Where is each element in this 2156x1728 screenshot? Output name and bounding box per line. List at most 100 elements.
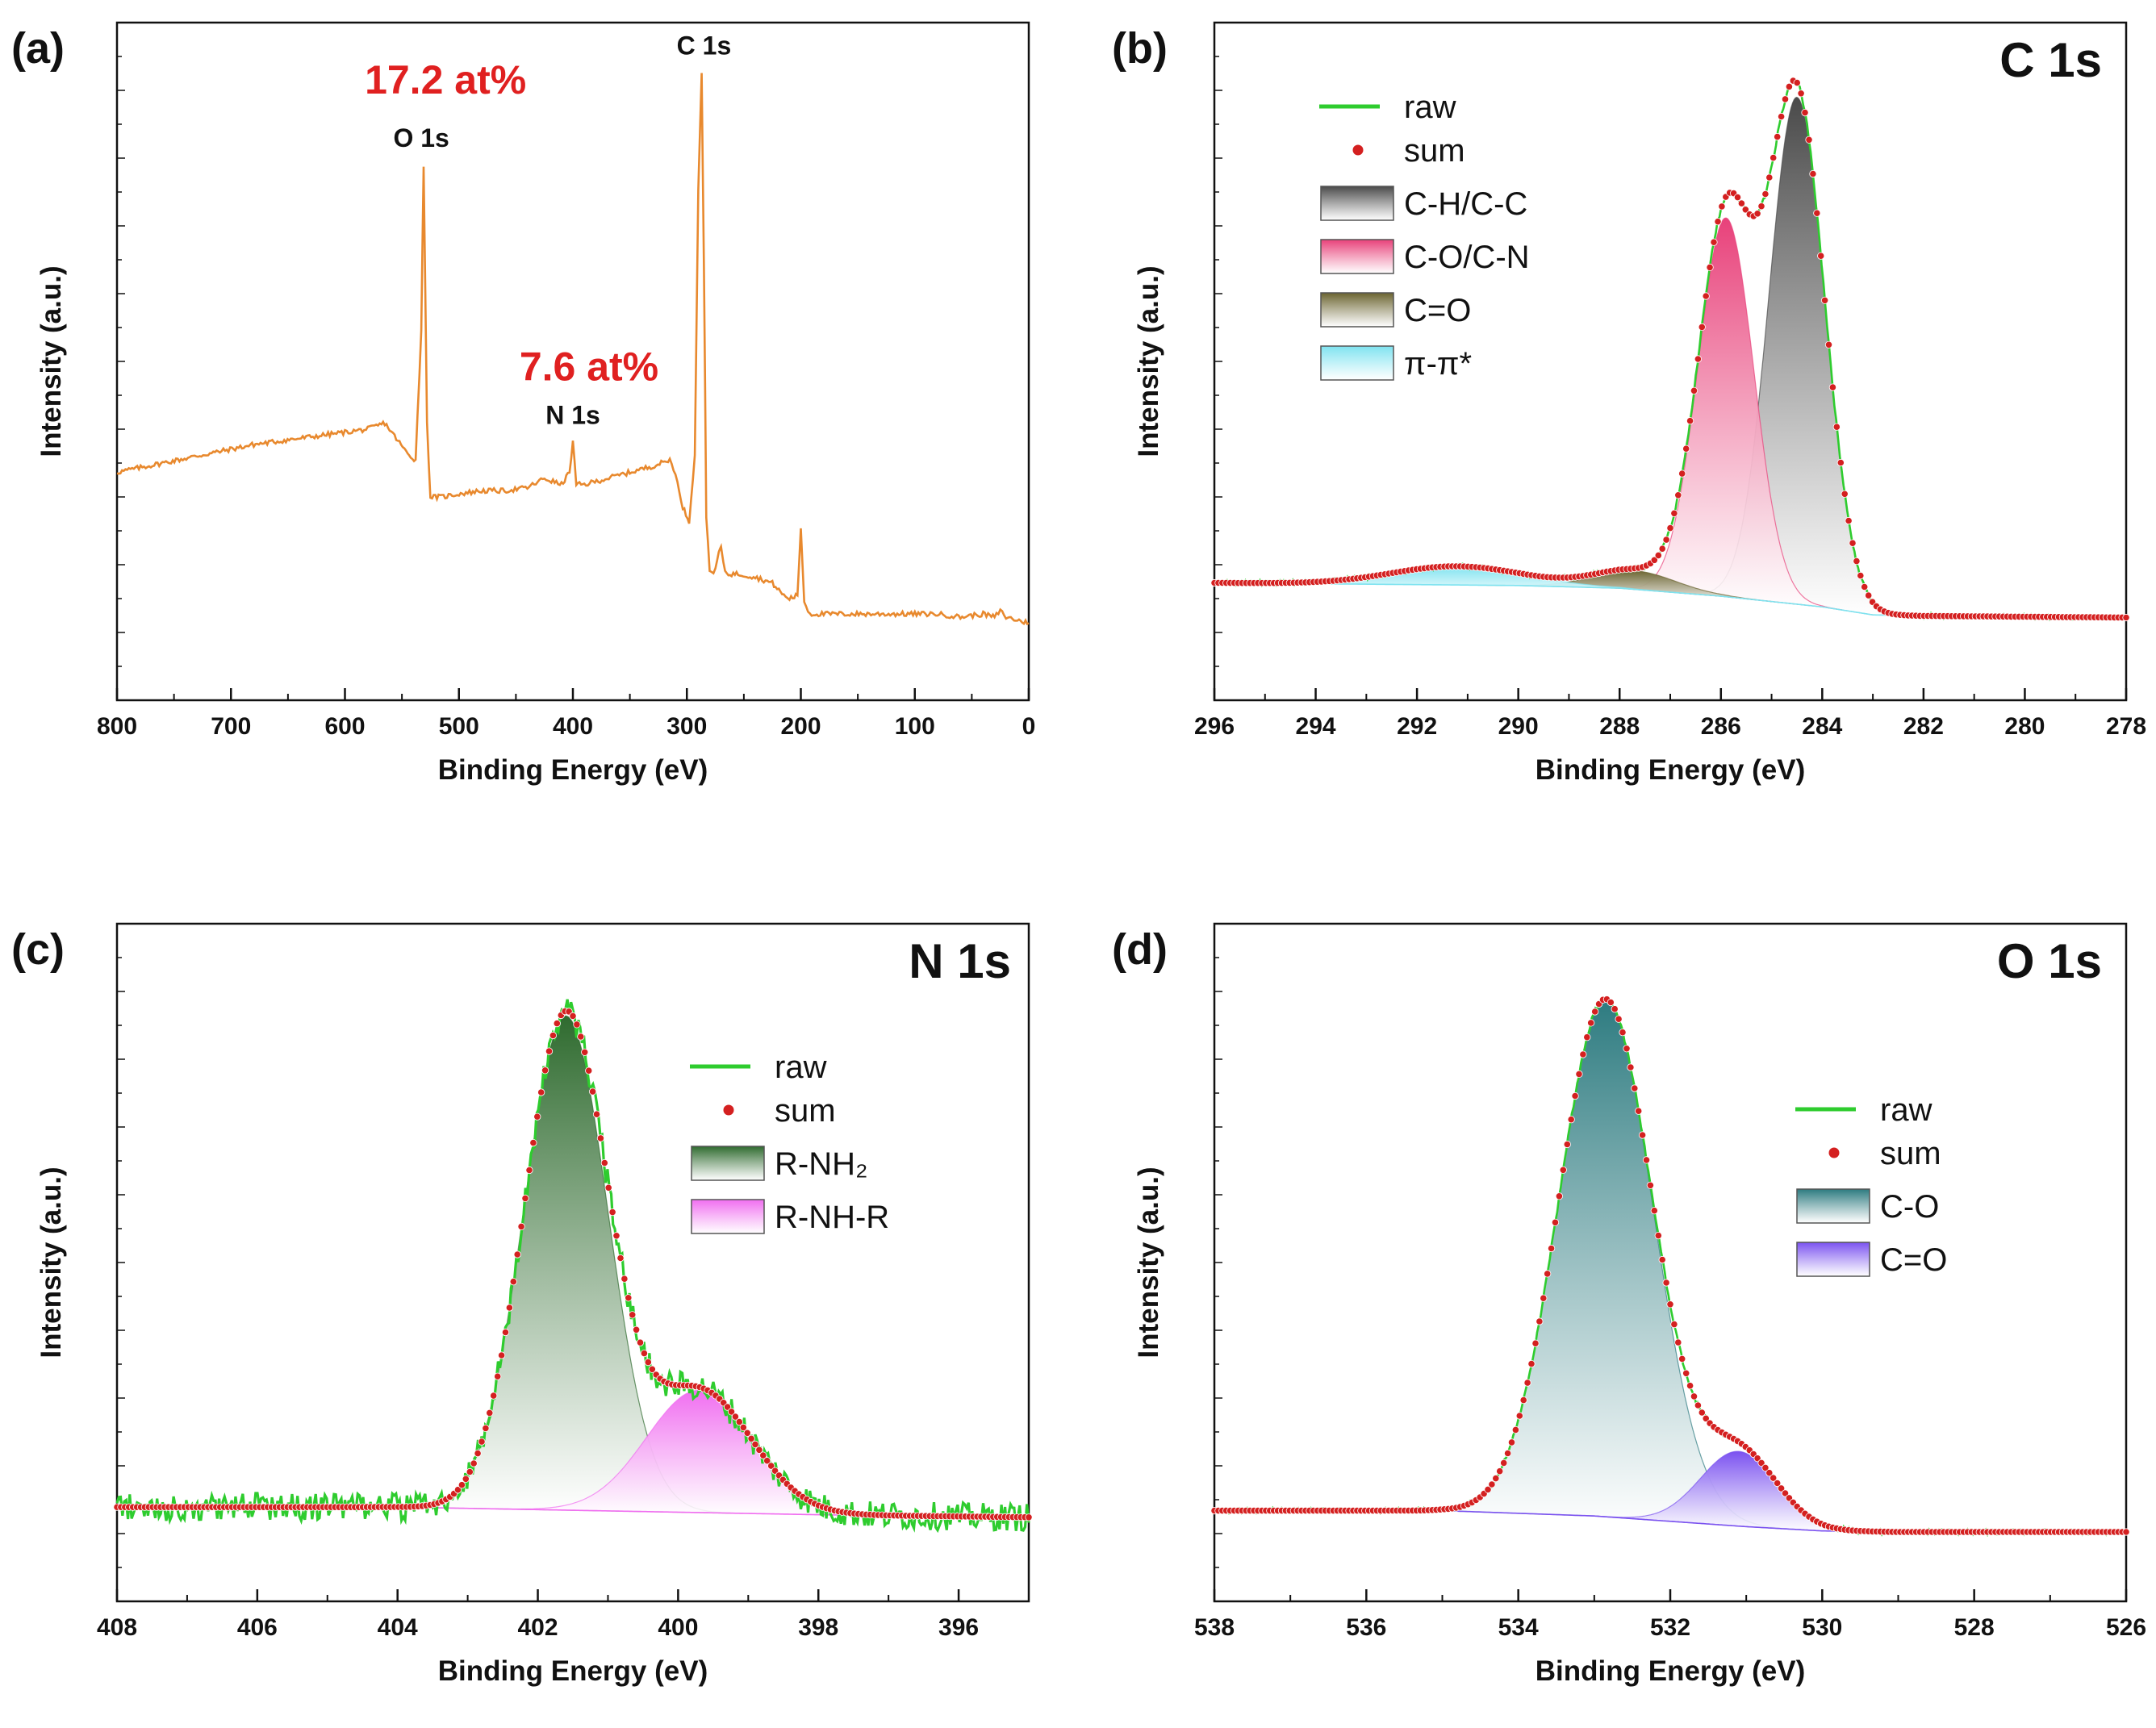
x-tick-label: 292 [1397,713,1437,740]
sum-fit-dots [113,1008,1033,1521]
sum-dot [545,1047,554,1055]
legend-label-raw: raw [1880,1092,1932,1128]
sum-dot [1575,1070,1583,1079]
sum-dot [1631,1084,1639,1092]
sum-dot [462,1475,470,1483]
y-axis-title: Intensity (a.u.) [1133,1167,1164,1358]
legend-component-swatch [1320,239,1394,274]
sum-dot [1698,323,1706,331]
sum-dot [501,1328,510,1337]
legend-label-sum: sum [775,1093,836,1129]
sum-dot [1753,210,1761,218]
atomic-percent-label: 17.2 at% [365,57,526,102]
sum-dot [596,1134,605,1142]
x-tick-label: 600 [324,713,365,740]
panel-label: (a) [11,24,65,73]
x-tick-label: 534 [1498,1614,1539,1641]
sum-dot [1765,173,1774,182]
sum-dot [616,1254,625,1263]
sum-dot [1504,1449,1512,1458]
sum-dot [1658,1255,1666,1264]
sum-dot [1797,90,1805,98]
sum-dot [1650,1207,1658,1215]
sum-dot [636,1338,645,1346]
legend-label-component: C-O/C-N [1404,240,1530,275]
legend-label-component: C-O [1880,1189,1939,1225]
x-tick-label: 100 [895,713,935,740]
sum-dot [1757,202,1765,211]
sum-dot [1765,1469,1774,1477]
sum-dot [1507,1438,1516,1446]
sum-dot [604,1183,612,1192]
peak-label: N 1s [545,401,600,430]
sum-dot [1666,524,1674,532]
sum-dot [1824,340,1833,349]
sum-dot [466,1467,474,1476]
sum-dot [1686,1382,1694,1390]
legend-component-swatch [1320,186,1394,221]
sum-dot [1515,1412,1523,1420]
sum-dot [1702,292,1710,300]
sum-dot [1555,1192,1564,1200]
sum-dot [755,1446,763,1454]
peak-label: O 1s [393,123,449,152]
sum-dot [743,1429,751,1437]
x-tick-label: 290 [1498,713,1539,740]
sum-dot [1536,1317,1544,1325]
sum-dot [1635,1107,1643,1115]
sum-dot [1650,556,1658,564]
sum-dot [1706,263,1714,271]
x-tick-label: 278 [2106,713,2146,740]
sum-dot [1642,1156,1651,1164]
x-tick-label: 528 [1954,1614,1995,1641]
x-tick-label: 526 [2106,1614,2146,1641]
sum-dot [1591,1008,1599,1016]
sum-dot [494,1372,502,1380]
sum-dot [1805,136,1813,144]
sum-dot [1527,1360,1536,1368]
sum-dot [1710,238,1718,246]
legend: raw sum C-O C=O [1795,1092,1947,1278]
sum-dot [735,1418,743,1426]
sum-dot [1741,206,1749,214]
sum-dot [751,1440,759,1449]
sum-dot [723,1403,732,1411]
sum-dot [1781,1489,1790,1497]
sum-dot [1484,1485,1492,1494]
x-tick-label: 404 [378,1614,418,1641]
sum-dot [525,1166,533,1175]
sum-dot [600,1158,608,1167]
sum-dot [1682,445,1690,453]
sum-dot [608,1208,616,1217]
legend-label-sum: sum [1404,133,1465,169]
sum-dot [1611,1005,1619,1013]
panel-d-o1s-spectrum: 538 536 534 532 530 528 526 Binding Energy (eV)… [1112,922,2146,1687]
sum-dot [592,1110,601,1118]
sum-dot [1658,545,1666,553]
sum-dot [1670,1321,1678,1329]
sum-dot [1531,1339,1540,1347]
x-tick-label: 300 [666,713,707,740]
sum-dot [1674,491,1682,499]
sum-dot [1544,1270,1552,1278]
sum-dot [759,1451,767,1459]
sum-dot [553,1020,561,1028]
sum-dot [640,1350,649,1358]
sum-dot [1857,571,1865,580]
sum-dot [1813,209,1821,217]
sum-dot [1559,1166,1567,1174]
sum-dot [1845,516,1853,525]
sum-dot [1690,1392,1698,1400]
sum-dot [1865,591,1873,599]
sum-dot [505,1304,514,1312]
sum-dot [470,1459,478,1467]
sum-dot [1690,386,1698,394]
sum-dot [573,1021,581,1029]
sum-dot [1496,1467,1504,1475]
legend-sum-swatch [1828,1147,1840,1158]
sum-dot [1778,112,1786,121]
legend-label-component: R-NH-R [775,1200,889,1235]
y-axis-title: Intensity (a.u.) [36,265,67,457]
sum-dot [541,1066,549,1075]
